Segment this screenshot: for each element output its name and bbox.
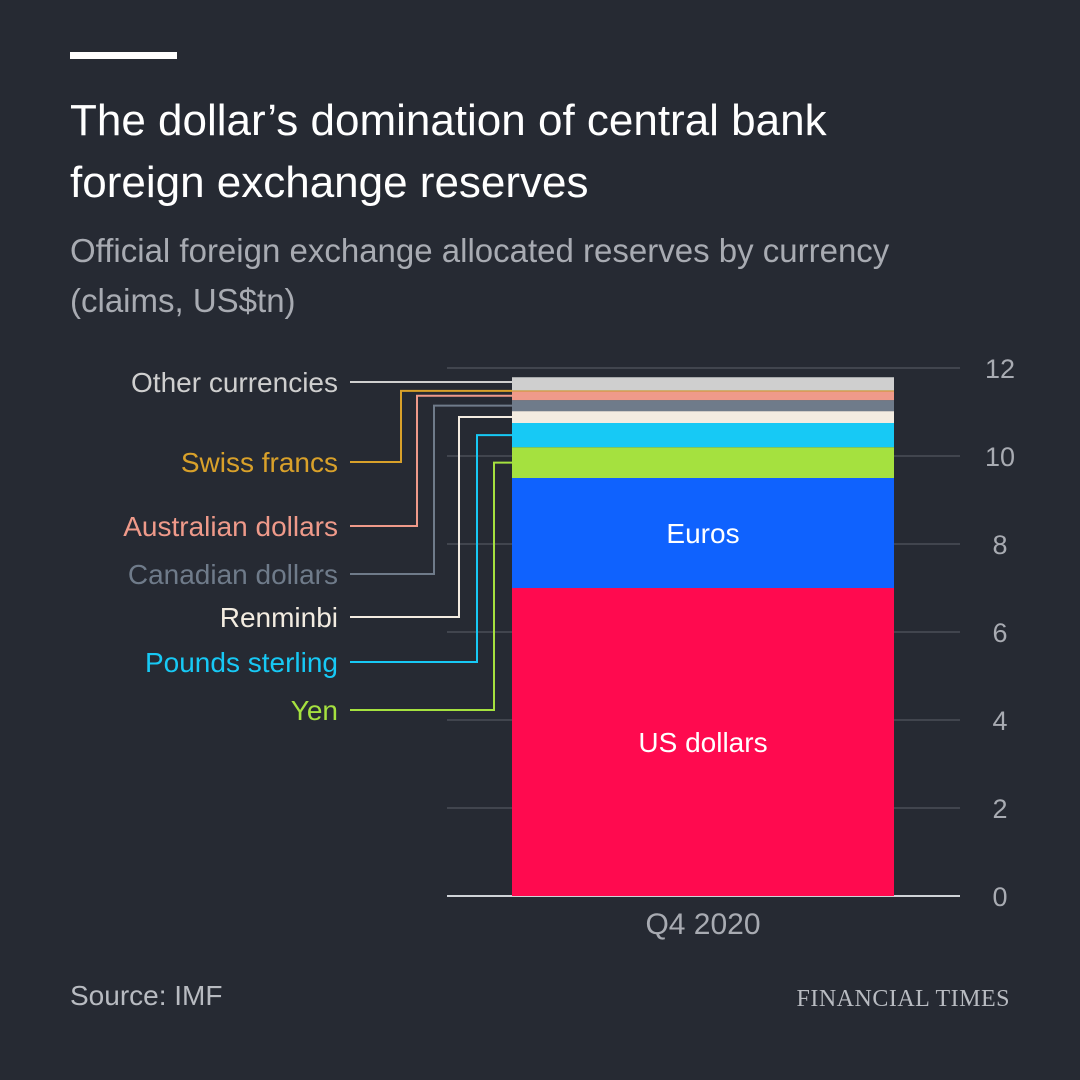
bar-segment-swiss-francs — [512, 390, 894, 392]
segment-label-euros: Euros — [666, 518, 739, 549]
series-label-pounds-sterling: Pounds sterling — [145, 647, 338, 678]
leader-line-pounds-sterling — [350, 434, 512, 663]
y-tick-label-0: 0 — [992, 882, 1007, 912]
bar-segment-us-dollars — [512, 588, 894, 896]
bar-segment-euros — [512, 478, 894, 588]
chart-subtitle: Official foreign exchange allocated rese… — [70, 232, 890, 319]
bar-segment-canadian-dollars — [512, 400, 894, 412]
y-tick-label-8: 8 — [992, 530, 1007, 560]
y-tick-label-4: 4 — [992, 706, 1007, 736]
segment-label-us-dollars: US dollars — [638, 727, 767, 758]
leader-line-swiss-francs — [350, 389, 512, 463]
leader-line-canadian-dollars — [350, 404, 512, 575]
y-tick-label-6: 6 — [992, 618, 1007, 648]
bar-segment-australian-dollars — [512, 391, 894, 401]
bar-segment-other-currencies — [512, 377, 894, 391]
series-label-yen: Yen — [291, 695, 338, 726]
ft-accent-bar — [70, 52, 177, 59]
series-label-australian-dollars: Australian dollars — [123, 511, 338, 542]
chart-title: The dollar’s domination of central bank … — [70, 96, 827, 207]
y-tick-label-12: 12 — [985, 354, 1015, 384]
leader-line-renminbi — [350, 416, 512, 618]
series-label-renminbi: Renminbi — [220, 602, 338, 633]
source-note: Source: IMF — [70, 980, 223, 1011]
series-label-other-currencies: Other currencies — [131, 367, 338, 398]
bar-segment-pounds-sterling — [512, 423, 894, 448]
y-tick-label-10: 10 — [985, 442, 1015, 472]
leader-line-australian-dollars — [350, 394, 512, 527]
ft-logo: FINANCIAL TIMES — [796, 986, 1010, 1012]
y-tick-label-2: 2 — [992, 794, 1007, 824]
bar-segment-yen — [512, 447, 894, 478]
x-category-label: Q4 2020 — [645, 908, 760, 941]
bar-segment-renminbi — [512, 411, 894, 423]
series-label-canadian-dollars: Canadian dollars — [128, 559, 338, 590]
series-label-swiss-francs: Swiss francs — [181, 447, 338, 478]
leader-line-yen — [350, 461, 512, 711]
